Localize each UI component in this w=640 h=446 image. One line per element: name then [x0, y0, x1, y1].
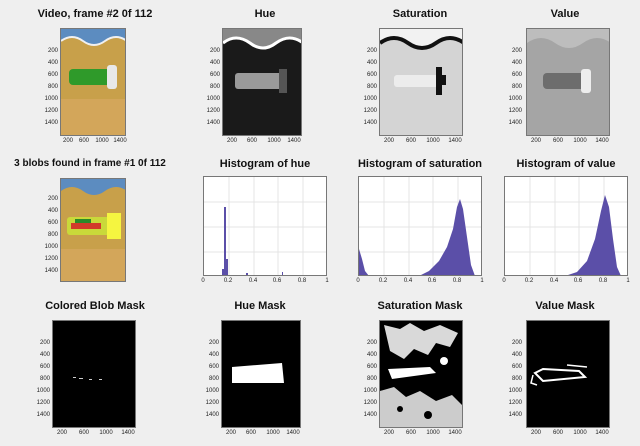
- panel-hue: Hue 200 400 600 800 1000 1200 1400 200 6…: [190, 8, 340, 148]
- saturation-title: Saturation: [392, 8, 448, 20]
- hist-val-svg: [505, 177, 627, 275]
- video-frame-image: [60, 28, 126, 136]
- colored-mask-title: Colored Blob Mask: [45, 300, 145, 312]
- panel-sat-mask: Saturation Mask 200 400 600 800 1000 120…: [345, 300, 495, 440]
- val-mask-x-ticks: 200 600 1000 1400: [530, 430, 609, 436]
- video-frame-title: Video, frame #2 0f 112: [37, 8, 153, 20]
- val-mask-title: Value Mask: [535, 300, 595, 312]
- hue-y-ticks: 200 400 600 800 1000 1200 1400: [206, 48, 220, 126]
- hist-val-plot: [504, 176, 628, 276]
- panel-value: Value 200 400 600 800 1000 1200 1400 200…: [490, 8, 640, 148]
- saturation-y-ticks: 200 400 600 800 1000 1200 1400: [363, 48, 377, 126]
- panel-hue-mask: Hue Mask 200 400 600 800 1000 1200 1400 …: [185, 300, 335, 440]
- hist-val-x-ticks: 0 0.2 0.4 0.6 0.8 1: [502, 278, 630, 284]
- hue-title: Hue: [254, 8, 276, 20]
- hist-sat-plot: [358, 176, 482, 276]
- hist-sat-x-ticks: 0 0.2 0.4 0.6 0.8 1: [356, 278, 484, 284]
- hue-mask-title: Hue Mask: [234, 300, 286, 312]
- panel-video-frame: Video, frame #2 0f 112 200 400 600 800 1…: [20, 8, 170, 148]
- panel-hist-hue: Histogram of hue 0 0.2 0.4 0.6 0.8 1: [195, 158, 335, 288]
- value-y-ticks: 200 400 600 800 1000 1200 1400: [508, 48, 522, 126]
- sat-mask-image: [379, 320, 463, 428]
- blobs-image: [60, 178, 126, 282]
- video-frame-x-ticks: 200 600 1000 1400: [62, 138, 127, 144]
- hue-mask-y-ticks: 200 400 600 800 1000 1200 1400: [205, 340, 219, 418]
- hist-hue-svg: [204, 177, 326, 275]
- hue-mask-x-ticks: 200 600 1000 1400: [225, 430, 300, 436]
- sat-mask-title: Saturation Mask: [377, 300, 463, 312]
- panel-blobs: 3 blobs found in frame #1 0f 112 200 400…: [0, 158, 180, 288]
- video-frame-y-ticks: 200 400 600 800 1000 1200 1400: [44, 48, 58, 126]
- hist-hue-x-ticks: 0 0.2 0.4 0.6 0.8 1: [201, 278, 329, 284]
- value-image: [526, 28, 610, 136]
- hist-hue-title: Histogram of hue: [219, 158, 311, 170]
- hue-mask-image: [221, 320, 301, 428]
- panel-saturation: Saturation 200 400 600 800 1000 1200 140…: [345, 8, 495, 148]
- colored-mask-image: [52, 320, 136, 428]
- hue-x-ticks: 200 600 1000 1400: [226, 138, 301, 144]
- hist-sat-svg: [359, 177, 481, 275]
- val-mask-y-ticks: 200 400 600 800 1000 1200 1400: [508, 340, 522, 418]
- blobs-y-ticks: 200 400 600 800 1000 1200 1400: [44, 196, 58, 274]
- blobs-title: 3 blobs found in frame #1 0f 112: [14, 158, 166, 169]
- sat-mask-y-ticks: 200 400 600 800 1000 1200 1400: [363, 340, 377, 418]
- saturation-image: [379, 28, 463, 136]
- val-mask-image: [526, 320, 610, 428]
- panel-val-mask: Value Mask 200 400 600 800 1000 1200 140…: [490, 300, 640, 440]
- hist-hue-plot: [203, 176, 327, 276]
- panel-colored-mask: Colored Blob Mask 200 400 600 800 1000 1…: [20, 300, 170, 440]
- saturation-x-ticks: 200 600 1000 1400: [383, 138, 462, 144]
- colored-mask-x-ticks: 200 600 1000 1400: [56, 430, 135, 436]
- value-title: Value: [550, 8, 580, 20]
- colored-mask-y-ticks: 200 400 600 800 1000 1200 1400: [36, 340, 50, 418]
- hist-val-title: Histogram of value: [516, 158, 616, 170]
- sat-mask-x-ticks: 200 600 1000 1400: [383, 430, 462, 436]
- hist-sat-title: Histogram of saturation: [357, 158, 483, 170]
- hue-image: [222, 28, 302, 136]
- value-x-ticks: 200 600 1000 1400: [530, 138, 609, 144]
- panel-hist-val: Histogram of value 0 0.2 0.4 0.6 0.8 1: [496, 158, 636, 288]
- panel-hist-sat: Histogram of saturation 0 0.2 0.4 0.6 0.…: [350, 158, 490, 288]
